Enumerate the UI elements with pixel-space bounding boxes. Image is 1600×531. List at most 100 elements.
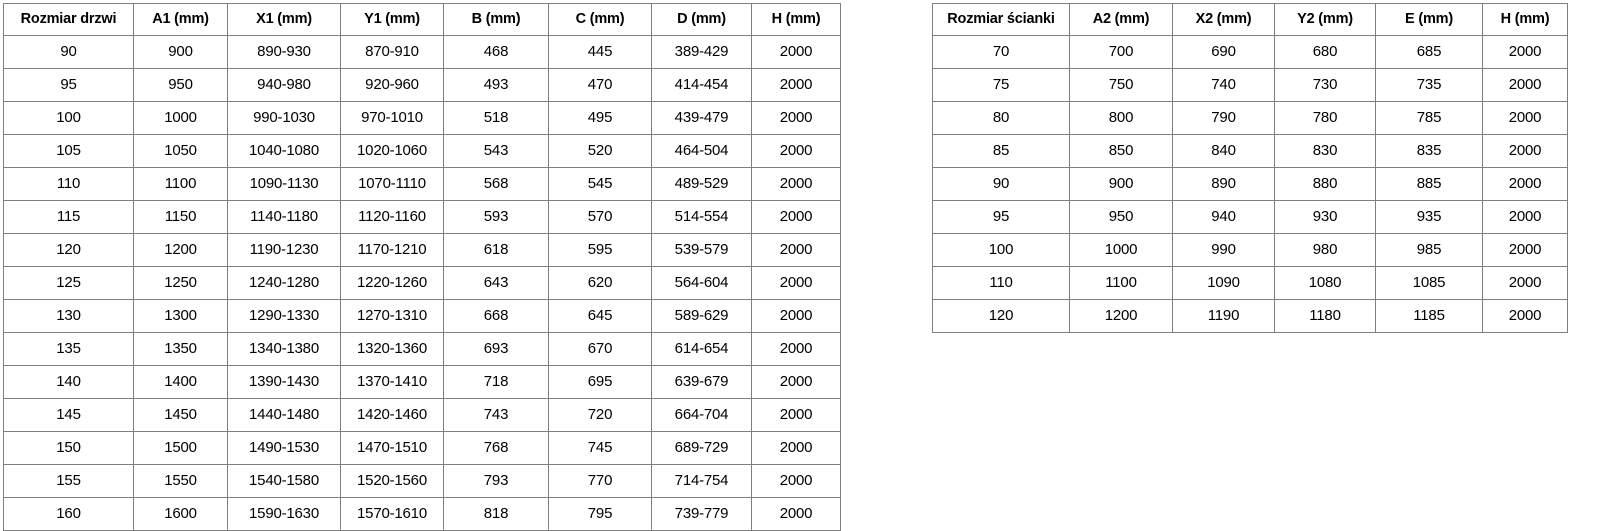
table-cell: 730	[1274, 68, 1376, 102]
table-cell: 990	[1172, 233, 1275, 267]
table-cell: 680	[1274, 35, 1376, 69]
table-cell: 2000	[751, 431, 841, 465]
table-row: 75 750 740 730 735 2000	[932, 68, 1568, 102]
table-cell: 518	[443, 101, 549, 135]
table-cell: 445	[548, 35, 652, 69]
table-cell: 1570-1610	[340, 497, 444, 531]
table-cell: 150	[3, 431, 134, 465]
table-cell: 1550	[133, 464, 228, 498]
table-row: 110 1100 1090 1080 1085 2000	[932, 266, 1568, 300]
table-cell: 643	[443, 266, 549, 300]
table-cell: 693	[443, 332, 549, 366]
table-cell: 2000	[751, 332, 841, 366]
table-cell: 685	[1375, 35, 1483, 69]
table-cell: 1600	[133, 497, 228, 531]
table-cell: 780	[1274, 101, 1376, 135]
table-cell: 689-729	[651, 431, 752, 465]
table-cell: 770	[548, 464, 652, 498]
table-cell: 564-604	[651, 266, 752, 300]
table-cell: 2000	[751, 200, 841, 234]
table-cell: 2000	[751, 233, 841, 267]
table-cell: 880	[1274, 167, 1376, 201]
table-row: 105 1050 1040-1080 1020-1060 543 520 464-504 20…	[3, 134, 841, 168]
table-cell: 735	[1375, 68, 1483, 102]
table-cell: 130	[3, 299, 134, 333]
table-cell: 1140-1180	[227, 200, 341, 234]
table-cell: 489-529	[651, 167, 752, 201]
table-cell: 930	[1274, 200, 1376, 234]
table-cell: 920-960	[340, 68, 444, 102]
table-cell: 125	[3, 266, 134, 300]
walls-column-header-2: X2 (mm)	[1172, 3, 1275, 36]
table-cell: 980	[1274, 233, 1376, 267]
walls-column-header-4: E (mm)	[1375, 3, 1483, 36]
table-cell: 1590-1630	[227, 497, 341, 531]
table-cell: 1180	[1274, 299, 1376, 333]
doors-column-header-3: Y1 (mm)	[340, 3, 444, 36]
table-cell: 1270-1310	[340, 299, 444, 333]
table-cell: 1520-1560	[340, 464, 444, 498]
table-cell: 1020-1060	[340, 134, 444, 168]
table-cell: 2000	[751, 365, 841, 399]
table-cell: 618	[443, 233, 549, 267]
table-cell: 985	[1375, 233, 1483, 267]
table-cell: 95	[932, 200, 1070, 234]
table-cell: 140	[3, 365, 134, 399]
table-cell: 539-579	[651, 233, 752, 267]
table-cell: 2000	[1482, 35, 1568, 69]
table-cell: 1090	[1172, 266, 1275, 300]
table-cell: 1500	[133, 431, 228, 465]
table-row: 95 950 940-980 920-960 493 470 414-454 2000	[3, 68, 841, 102]
table-cell: 1170-1210	[340, 233, 444, 267]
table-cell: 155	[3, 464, 134, 498]
table-cell: 785	[1375, 101, 1483, 135]
table-cell: 1350	[133, 332, 228, 366]
table-cell: 593	[443, 200, 549, 234]
table-cell: 1100	[1069, 266, 1173, 300]
table-cell: 695	[548, 365, 652, 399]
table-cell: 1390-1430	[227, 365, 341, 399]
table-cell: 870-910	[340, 35, 444, 69]
table-cell: 2000	[751, 266, 841, 300]
table-cell: 2000	[751, 299, 841, 333]
table-cell: 900	[133, 35, 228, 69]
table-cell: 1185	[1375, 299, 1483, 333]
table-cell: 85	[932, 134, 1070, 168]
table-cell: 900	[1069, 167, 1173, 201]
table-cell: 1300	[133, 299, 228, 333]
table-cell: 890	[1172, 167, 1275, 201]
table-cell: 850	[1069, 134, 1173, 168]
table-cell: 1250	[133, 266, 228, 300]
table-cell: 160	[3, 497, 134, 531]
table-cell: 543	[443, 134, 549, 168]
table-cell: 90	[3, 35, 134, 69]
table-cell: 1040-1080	[227, 134, 341, 168]
table-cell: 493	[443, 68, 549, 102]
table-cell: 1070-1110	[340, 167, 444, 201]
table-cell: 464-504	[651, 134, 752, 168]
table-cell: 1470-1510	[340, 431, 444, 465]
table-cell: 2000	[1482, 233, 1568, 267]
table-cell: 1370-1410	[340, 365, 444, 399]
table-cell: 1090-1130	[227, 167, 341, 201]
table-cell: 110	[932, 266, 1070, 300]
table-cell: 439-479	[651, 101, 752, 135]
table-cell: 2000	[1482, 101, 1568, 135]
table-row: 125 1250 1240-1280 1220-1260 643 620 564-604 20…	[3, 266, 841, 300]
wall-panel-dimensions-table: Rozmiar ścianki A2 (mm) X2 (mm) Y2 (mm) E (m…	[932, 3, 1568, 333]
table-row: 150 1500 1490-1530 1470-1510 768 745 689-729 20…	[3, 431, 841, 465]
table-cell: 570	[548, 200, 652, 234]
table-cell: 495	[548, 101, 652, 135]
table-cell: 1080	[1274, 266, 1376, 300]
table-row: 85 850 840 830 835 2000	[932, 134, 1568, 168]
table-cell: 2000	[751, 101, 841, 135]
table-cell: 768	[443, 431, 549, 465]
table-cell: 95	[3, 68, 134, 102]
table-cell: 110	[3, 167, 134, 201]
table-cell: 990-1030	[227, 101, 341, 135]
table-cell: 2000	[751, 134, 841, 168]
table-cell: 468	[443, 35, 549, 69]
table-cell: 890-930	[227, 35, 341, 69]
table-cell: 2000	[1482, 68, 1568, 102]
table-row: 160 1600 1590-1630 1570-1610 818 795 739-779 20…	[3, 497, 841, 531]
